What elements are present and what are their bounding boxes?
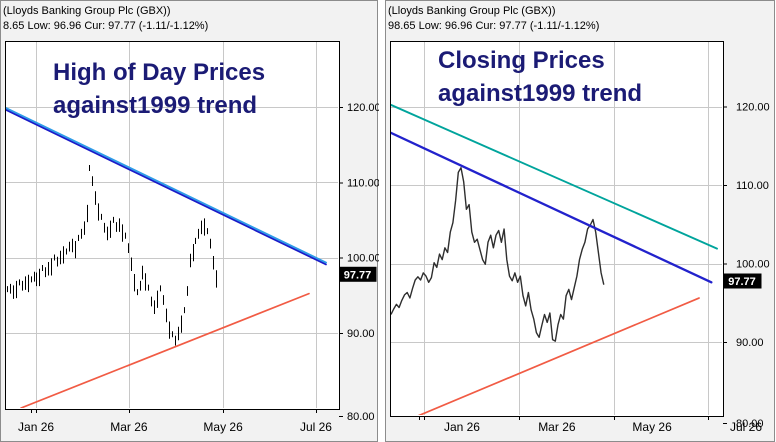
trend-1999-high [6,106,327,264]
chart-title-line2: against1999 trend [438,80,643,107]
x-axis-label: May 26 [632,420,672,434]
x-axis: Jan 26 Mar 26 May 26 Jul 26 [18,409,332,434]
chart-panel-high-of-day: (Lloyds Banking Group Plc (GBX)) 8.65 Lo… [0,0,379,442]
x-axis: Jan 26 Mar 26 May 26 Jul 26 [419,416,762,434]
trend-support [20,292,310,408]
price-series-bars [7,164,217,346]
quote-line: 8.65 Low: 96.96 Cur: 97.77 (-1.11/-1.12%… [3,20,209,32]
x-axis-label: Jan 26 [18,420,54,434]
y-axis-label: 90.00 [347,328,375,340]
current-price-badge [723,273,762,289]
chart-title: Closing Prices against1999 trend [438,44,642,110]
trend-1999-close [6,109,327,266]
chart-title: High of Day Prices against1999 trend [53,56,265,122]
current-price-label: 97.77 [728,276,756,288]
price-series-line [391,166,605,342]
security-name: (Lloyds Banking Group Plc (GBX)) [3,5,171,17]
current-price-badge [339,266,377,282]
y-axis-label: 120.00 [347,102,379,114]
current-price-label: 97.77 [344,269,372,281]
y-axis-label: 100.00 [736,259,770,271]
grid [6,42,338,408]
price-chart-high-of-day: 120.00 110.00 100.00 90.00 80.00 97.77 Jan 26 M… [5,41,379,434]
price-chart-closing: 120.00 110.00 100.00 90.00 80.00 97.77 Jan 26 M… [390,41,770,434]
x-axis-label: May 26 [203,420,243,434]
security-name: (Lloyds Banking Group Plc (GBX)) [388,5,556,17]
y-axis-label: 80.00 [347,411,375,423]
y-axis: 120.00 110.00 100.00 90.00 80.00 97.77 [339,102,379,423]
chart-panel-closing: (Lloyds Banking Group Plc (GBX)) 98.65 L… [385,0,775,442]
y-axis-label: 110.00 [347,177,379,189]
plot-layers [391,103,718,415]
x-axis-label: Jul 26 [730,420,762,434]
y-axis-label: 80.00 [736,418,764,430]
grid [391,42,722,415]
x-axis-label: Mar 26 [110,420,148,434]
y-axis: 120.00 110.00 100.00 90.00 80.00 97.77 [723,102,770,430]
trend-support [417,297,700,415]
plot-area[interactable] [390,41,724,417]
chart-title-line1: Closing Prices [438,47,605,74]
y-axis-label: 110.00 [736,180,769,192]
x-axis-label: Jul 26 [300,420,332,434]
x-axis-label: Mar 26 [538,420,576,434]
plot-layers [6,106,327,408]
x-axis-label: Jan 26 [444,420,480,434]
quote-line: 98.65 Low: 96.96 Cur: 97.77 (-1.11/-1.12… [388,20,600,32]
chart-header: (Lloyds Banking Group Plc (GBX)) 98.65 L… [388,4,599,34]
chart-title-line1: High of Day Prices [53,59,266,86]
y-axis-label: 100.00 [347,253,379,265]
trend-1999-close [391,131,713,284]
y-axis-label: 120.00 [736,102,770,114]
trend-1999-high [391,103,718,250]
y-axis-label: 90.00 [736,337,764,349]
chart-header: (Lloyds Banking Group Plc (GBX)) 8.65 Lo… [3,4,208,34]
chart-title-line2: against1999 trend [53,92,258,119]
